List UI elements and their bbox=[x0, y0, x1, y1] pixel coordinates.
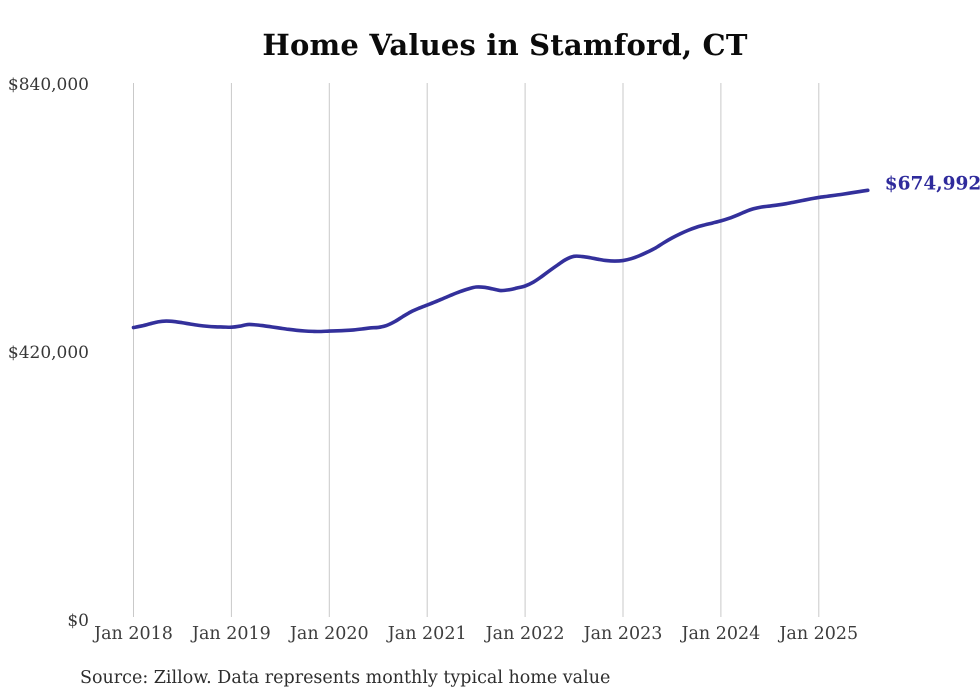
latest-value-label: $674,992 bbox=[884, 173, 980, 195]
y-axis-tick-label: $840,000 bbox=[7, 75, 89, 95]
y-axis-tick-label: $0 bbox=[67, 611, 89, 631]
x-axis-tick-label: Jan 2020 bbox=[289, 624, 369, 644]
y-axis-tick-label: $420,000 bbox=[7, 343, 89, 363]
gridlines bbox=[133, 83, 820, 617]
x-axis-tick-label: Jan 2018 bbox=[94, 624, 173, 644]
x-axis-tick-label: Jan 2023 bbox=[583, 624, 663, 644]
source-note: Source: Zillow. Data represents monthly … bbox=[80, 668, 611, 688]
x-axis-tick-label: Jan 2019 bbox=[191, 624, 271, 644]
x-axis-tick-label: Jan 2025 bbox=[779, 624, 859, 644]
x-axis-tick-label: Jan 2024 bbox=[681, 624, 761, 644]
home-value-line bbox=[131, 188, 870, 334]
page-title: Home Values in Stamford, CT bbox=[262, 28, 748, 62]
x-axis-tick-label: Jan 2021 bbox=[387, 624, 467, 644]
x-axis-tick-label: Jan 2022 bbox=[485, 624, 565, 644]
